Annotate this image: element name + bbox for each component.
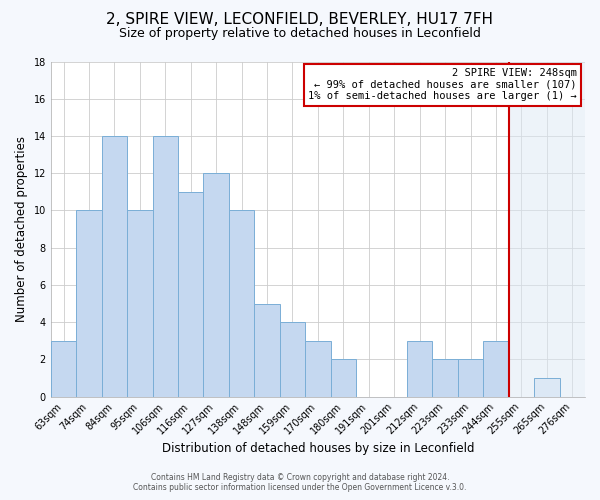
Bar [483,340,509,396]
Bar [152,136,178,396]
Bar [203,173,229,396]
Bar [331,360,356,397]
Bar [101,136,127,396]
Bar [229,210,254,396]
Bar [76,210,101,396]
Bar [458,360,483,397]
Bar [254,304,280,396]
Y-axis label: Number of detached properties: Number of detached properties [15,136,28,322]
Bar [280,322,305,396]
Bar [407,340,433,396]
Bar [534,378,560,396]
Bar [509,62,585,396]
Bar [305,340,331,396]
Bar [127,210,152,396]
Bar [178,192,203,396]
Bar [51,340,76,396]
X-axis label: Distribution of detached houses by size in Leconfield: Distribution of detached houses by size … [161,442,474,455]
Bar [433,360,458,397]
Text: Contains HM Land Registry data © Crown copyright and database right 2024.
Contai: Contains HM Land Registry data © Crown c… [133,473,467,492]
Text: 2 SPIRE VIEW: 248sqm
← 99% of detached houses are smaller (107)
1% of semi-detac: 2 SPIRE VIEW: 248sqm ← 99% of detached h… [308,68,577,102]
Text: Size of property relative to detached houses in Leconfield: Size of property relative to detached ho… [119,28,481,40]
Text: 2, SPIRE VIEW, LECONFIELD, BEVERLEY, HU17 7FH: 2, SPIRE VIEW, LECONFIELD, BEVERLEY, HU1… [107,12,493,28]
